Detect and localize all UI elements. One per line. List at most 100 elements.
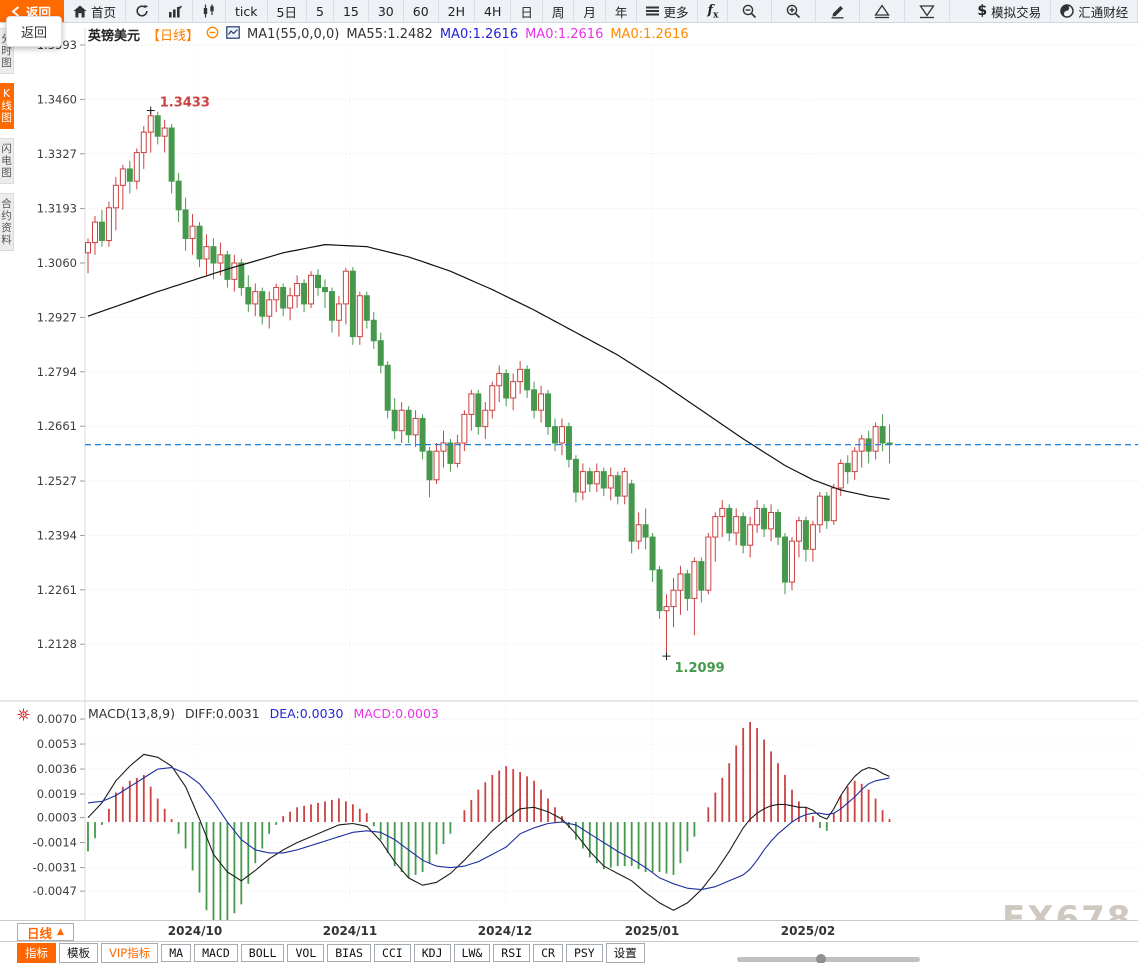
- toolbar-item-label: 汇通财经: [1078, 4, 1129, 20]
- svg-text:0.0019: 0.0019: [37, 787, 77, 801]
- toolbar-item-label: 30: [377, 3, 394, 19]
- triangle-down-button[interactable]: [905, 0, 951, 22]
- top-toolbar: 返回 首页 tick 5日 5 15 30 60 2H 4H 日 周 月 年 更多 fx $ 模拟交易 汇通财经: [0, 0, 1138, 23]
- chart-type-candle-button[interactable]: [193, 0, 227, 22]
- toolbar-item-label: 年: [614, 4, 628, 20]
- candlestick-icon: [202, 4, 216, 18]
- interval-tick[interactable]: tick: [226, 0, 268, 22]
- svg-text:0.0053: 0.0053: [37, 737, 77, 751]
- back-arrow-icon: [10, 5, 22, 18]
- toolbar-item-label: tick: [235, 3, 258, 19]
- ma55-value: MA55:1.2482: [346, 27, 433, 42]
- svg-text:0.0003: 0.0003: [37, 811, 77, 825]
- macd-diff-value: DIFF:0.0031: [184, 706, 260, 721]
- triangle-down-icon: [919, 4, 936, 19]
- home-button[interactable]: 首页: [64, 0, 127, 22]
- formula-fx-button[interactable]: fx: [698, 0, 729, 22]
- interval-4h[interactable]: 4H: [475, 0, 512, 22]
- symbol-name: 英镑美元: [88, 29, 141, 44]
- macd-diff-line: [87, 753, 890, 911]
- interval-5d[interactable]: 5日: [268, 0, 307, 22]
- sidebar-item-contract-info[interactable]: 合约资料: [0, 193, 14, 251]
- interval-30m[interactable]: 30: [369, 0, 404, 22]
- huitong-finance-button[interactable]: 汇通财经: [1051, 0, 1138, 22]
- zoom-in-icon: [786, 4, 801, 19]
- interval-2h[interactable]: 2H: [439, 0, 476, 22]
- tab-macd[interactable]: MACD: [194, 944, 238, 962]
- svg-text:1.2927: 1.2927: [37, 310, 77, 324]
- candles-layer: [85, 110, 893, 657]
- indicator-tabs-row: 指标 模板 VIP指标 MA MACD BOLL VOL BIAS CCI KDJ LW& RSI CR…: [0, 941, 1138, 963]
- chart-type-sidebar: 分时图K线图闪电图合约资料: [0, 28, 14, 260]
- tab-settings[interactable]: 设置: [605, 943, 645, 963]
- svg-text:1.2128: 1.2128: [37, 637, 77, 651]
- interval-monthly[interactable]: 月: [574, 0, 606, 22]
- interval-weekly[interactable]: 周: [543, 0, 575, 22]
- macd-dea-value: DEA:0.0030: [269, 706, 344, 721]
- macd-histogram: [87, 722, 891, 928]
- svg-text:1.2661: 1.2661: [37, 419, 77, 433]
- macd-legend-row: MACD(13,8,9) DIFF:0.0031 DEA:0.0030 MACD…: [88, 706, 439, 721]
- sidebar-item-kline[interactable]: K线图: [0, 83, 14, 129]
- interval-60m[interactable]: 60: [404, 0, 439, 22]
- demo-trading-button[interactable]: $ 模拟交易: [968, 0, 1052, 22]
- tab-kdj[interactable]: KDJ: [413, 944, 451, 962]
- macd-dea-line: [87, 767, 890, 891]
- toolbar-item-label: 日: [520, 4, 533, 20]
- tab-cci[interactable]: CCI: [373, 944, 411, 962]
- ma0-value-magenta: MA0:1.2616: [525, 27, 604, 42]
- toolbar-item-label: 4H: [484, 3, 502, 19]
- tab-indicator[interactable]: 指标: [17, 943, 56, 963]
- refresh-button[interactable]: [126, 0, 160, 22]
- sidebar-item-lightning[interactable]: 闪电图: [0, 138, 14, 184]
- svg-text:-0.0031: -0.0031: [33, 861, 77, 875]
- horizontal-scrollbar[interactable]: [737, 957, 920, 962]
- interval-yearly[interactable]: 年: [606, 0, 638, 22]
- ma-settings-label: MA1(55,0,0,0): [247, 27, 340, 42]
- overlay-chart-icon[interactable]: [226, 26, 240, 43]
- tab-lwr[interactable]: LW&: [453, 944, 491, 962]
- tab-bias[interactable]: BIAS: [327, 944, 371, 962]
- tab-psy[interactable]: PSY: [565, 944, 603, 962]
- interval-5m[interactable]: 5: [307, 0, 334, 22]
- more-button[interactable]: 更多: [637, 0, 699, 22]
- macd-macd-value: MACD:0.0003: [353, 706, 439, 721]
- toolbar-item-label: 5: [315, 3, 324, 19]
- triangle-up-button[interactable]: [860, 0, 906, 22]
- tab-vol[interactable]: VOL: [287, 944, 325, 962]
- toolbar-item-label: 60: [412, 3, 429, 19]
- svg-text:1.3060: 1.3060: [37, 256, 77, 270]
- toolbar-item-label: 周: [551, 4, 565, 20]
- zoom-in-button[interactable]: [772, 0, 817, 22]
- menu-icon: [646, 5, 660, 17]
- toolbar-item-label: 月: [583, 4, 596, 20]
- tab-ma[interactable]: MA: [161, 944, 192, 962]
- back-tooltip: 返回: [6, 16, 63, 47]
- tab-rsi[interactable]: RSI: [493, 944, 531, 962]
- svg-text:-0.0047: -0.0047: [33, 884, 77, 898]
- period-selector[interactable]: 日线 ▲: [17, 923, 74, 941]
- ma0-value-orange: MA0:1.2616: [610, 27, 689, 42]
- macd-settings-icon[interactable]: [17, 706, 30, 725]
- tab-vip-indicator[interactable]: VIP指标: [101, 943, 159, 963]
- chart-type-trend-button[interactable]: [159, 0, 194, 22]
- svg-text:1.2794: 1.2794: [37, 365, 77, 379]
- tab-template[interactable]: 模板: [59, 943, 98, 963]
- svg-text:1.3193: 1.3193: [37, 202, 77, 216]
- tab-boll[interactable]: BOLL: [240, 944, 285, 962]
- interval-daily[interactable]: 日: [511, 0, 543, 22]
- chart-legend-row: 英镑美元 【日线】 MA1(55,0,0,0) MA55:1.2482 MA0:…: [88, 25, 689, 44]
- fx-icon: fx: [707, 2, 719, 21]
- period-selector-label: 日线: [27, 925, 53, 941]
- scrollbar-thumb[interactable]: [816, 954, 826, 963]
- svg-text:0.0036: 0.0036: [37, 762, 77, 776]
- draw-button[interactable]: [816, 0, 861, 22]
- circle-minus-icon[interactable]: [206, 26, 219, 43]
- macd-title: MACD(13,8,9): [88, 706, 175, 721]
- interval-15m[interactable]: 15: [334, 0, 369, 22]
- globe-icon: [1060, 4, 1074, 18]
- zoom-out-button[interactable]: [728, 0, 773, 22]
- tab-cr[interactable]: CR: [533, 944, 563, 962]
- high-annotation: 1.3433: [160, 95, 210, 110]
